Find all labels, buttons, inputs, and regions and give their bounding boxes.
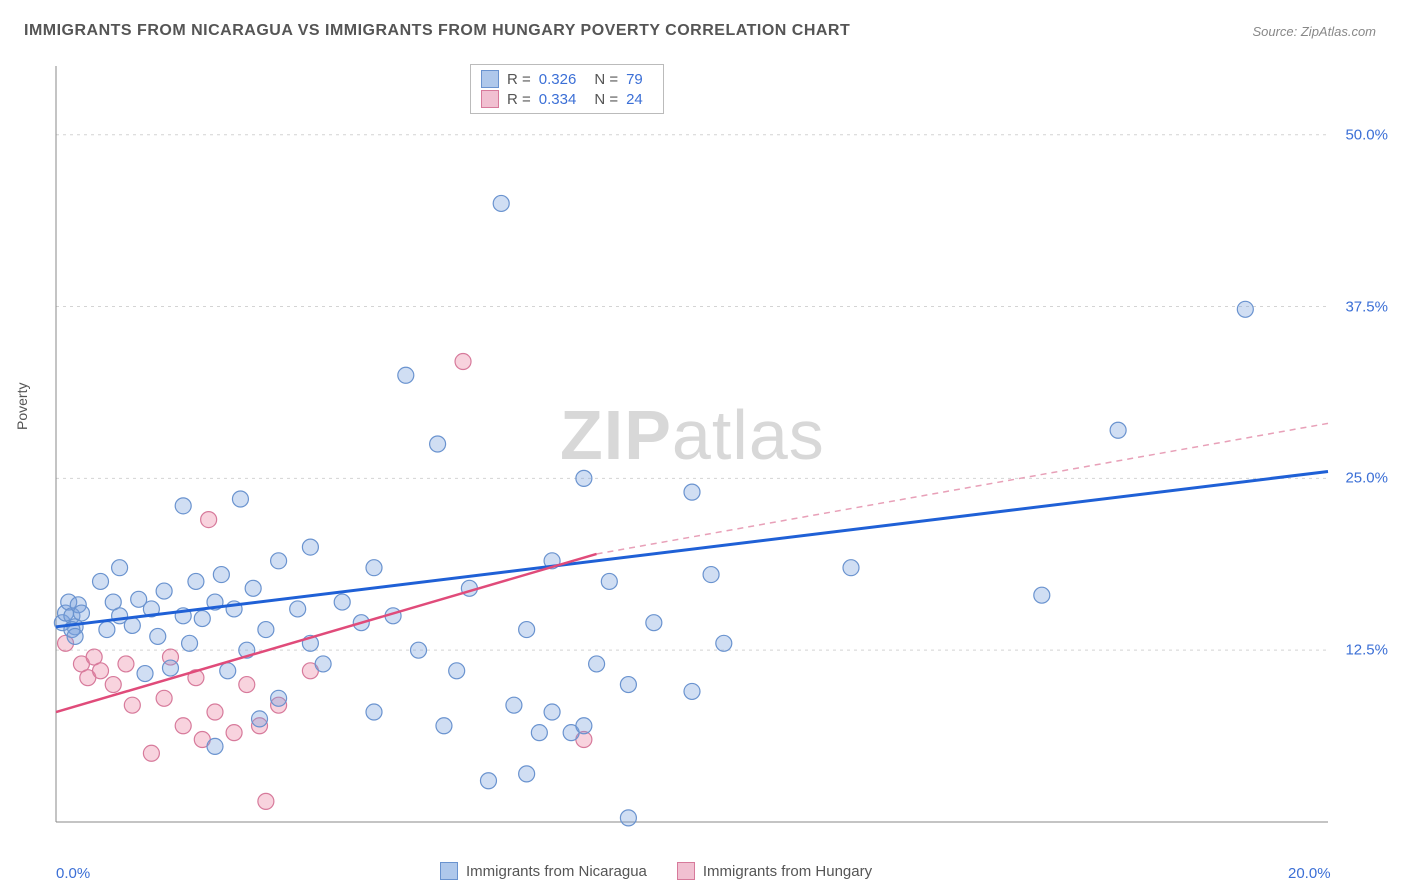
legend-swatch (677, 862, 695, 880)
source-attribution: Source: ZipAtlas.com (1252, 24, 1376, 39)
r-label: R = (507, 91, 531, 108)
x-tick-label: 20.0% (1288, 865, 1331, 882)
r-label: R = (507, 71, 531, 88)
r-value: 0.326 (539, 71, 577, 88)
n-value: 79 (626, 71, 643, 88)
n-label: N = (594, 91, 618, 108)
chart-area (52, 62, 1332, 832)
n-label: N = (594, 71, 618, 88)
r-value: 0.334 (539, 91, 577, 108)
legend-label: Immigrants from Nicaragua (466, 863, 647, 880)
legend-item: Immigrants from Hungary (677, 862, 872, 880)
legend-row: R = 0.326 N = 79 (481, 69, 653, 89)
legend-row: R = 0.334 N = 24 (481, 89, 653, 109)
chart-title: IMMIGRANTS FROM NICARAGUA VS IMMIGRANTS … (24, 22, 850, 40)
series-legend: Immigrants from Nicaragua Immigrants from… (440, 862, 872, 880)
y-tick-label: 50.0% (1345, 126, 1388, 143)
legend-label: Immigrants from Hungary (703, 863, 872, 880)
y-tick-label: 12.5% (1345, 642, 1388, 659)
correlation-legend: R = 0.326 N = 79 R = 0.334 N = 24 (470, 64, 664, 114)
scatter-chart-svg (52, 62, 1332, 832)
legend-swatch (481, 70, 499, 88)
legend-swatch (481, 90, 499, 108)
y-tick-label: 25.0% (1345, 470, 1388, 487)
legend-item: Immigrants from Nicaragua (440, 862, 647, 880)
x-tick-label: 0.0% (56, 865, 90, 882)
n-value: 24 (626, 91, 643, 108)
legend-swatch (440, 862, 458, 880)
y-tick-label: 37.5% (1345, 298, 1388, 315)
y-axis-label: Poverty (14, 383, 30, 430)
